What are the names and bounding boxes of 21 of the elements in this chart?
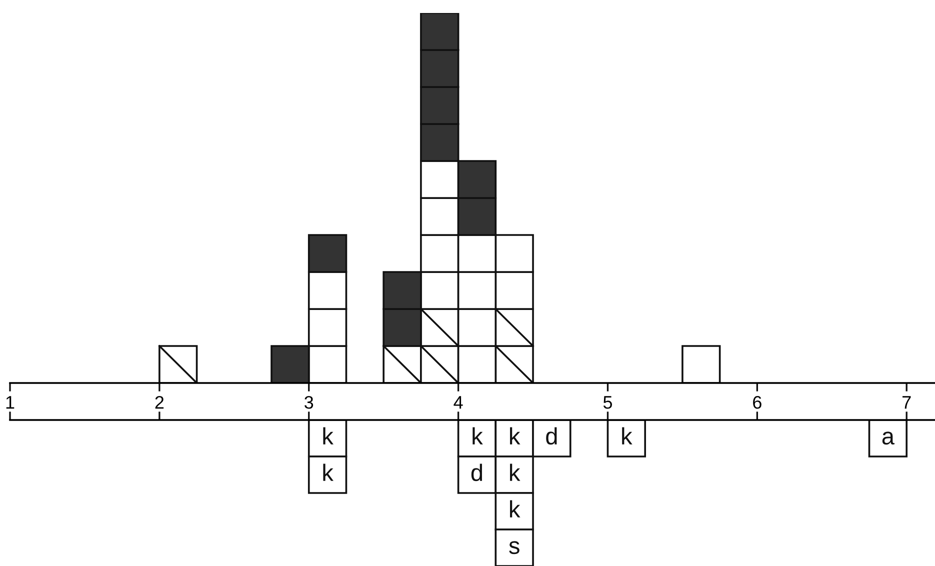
- x-tick-label: 4: [454, 396, 463, 409]
- x-tick-label: 5: [603, 396, 612, 409]
- bar: [868, 420, 908, 458]
- annotation: d: [471, 464, 482, 482]
- bar: [606, 420, 646, 458]
- annotation: k: [323, 427, 334, 444]
- annotation: k: [510, 464, 520, 481]
- annotation: k: [323, 464, 334, 481]
- x-tick-label: 1: [6, 396, 14, 409]
- annotation: k: [510, 500, 520, 518]
- bar: [682, 345, 721, 383]
- x-tick-label: 2: [155, 396, 164, 409]
- annotation: a: [882, 432, 894, 445]
- x-tick-label: 7: [902, 396, 911, 409]
- annotation: k: [510, 427, 520, 444]
- annotation: k: [622, 427, 632, 444]
- annotation: s: [509, 541, 520, 554]
- x-tick-label: 3: [304, 396, 314, 409]
- x-tick-label: 6: [753, 396, 762, 409]
- annotation: d: [546, 427, 557, 445]
- annotation: k: [472, 427, 483, 444]
